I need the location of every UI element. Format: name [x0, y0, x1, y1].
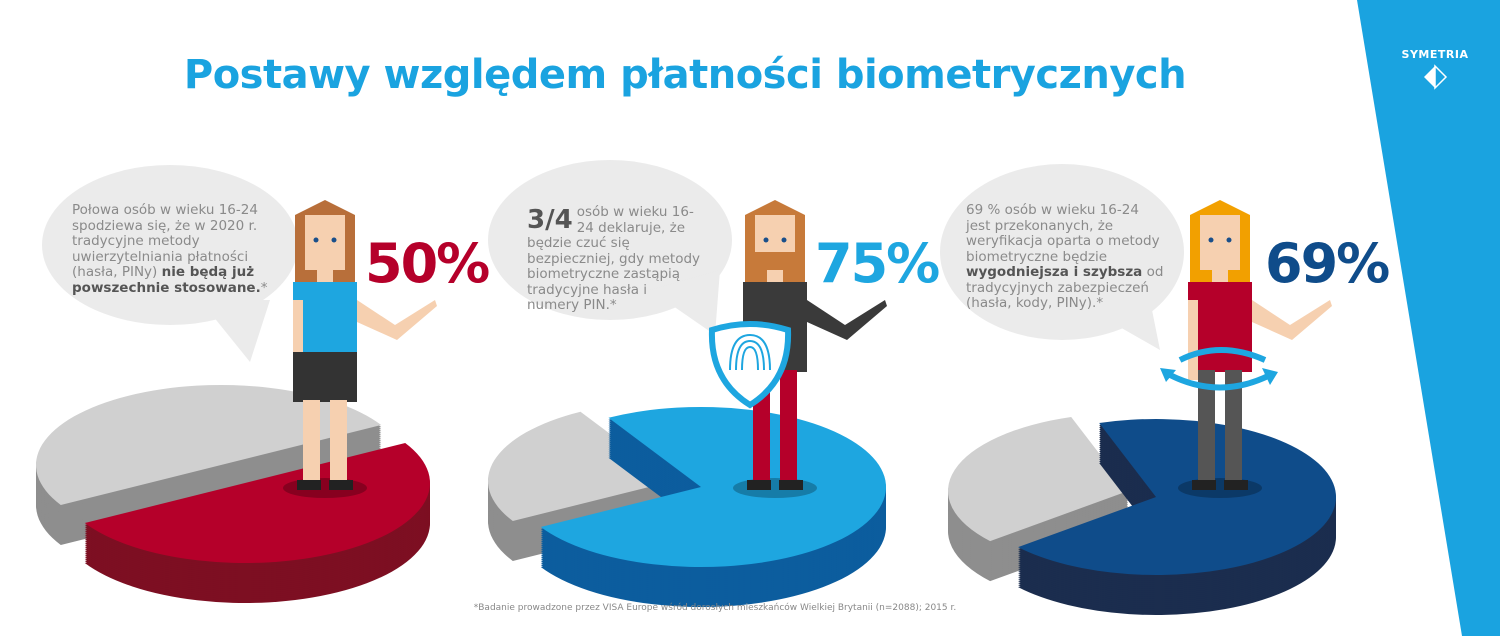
- pie-1: [36, 384, 430, 603]
- pie-slice-rest: [487, 411, 673, 561]
- speech-bubble-1-tail: [200, 300, 270, 362]
- footnote: *Badanie prowadzone przez VISA Europe wś…: [473, 603, 957, 613]
- speech-bubble-3-tail: [1090, 300, 1160, 350]
- percent-69: 69%: [1265, 232, 1390, 295]
- panel-1-text-after: *: [260, 279, 268, 296]
- panel-2-text-main: osób w wieku 16-24 deklaruje, że będzie …: [527, 204, 701, 313]
- woman-figure-2: [1178, 200, 1332, 498]
- brand-name: SYMETRIA: [1401, 48, 1469, 61]
- woman-figure-1: [283, 200, 437, 498]
- pie-slice-rest: [947, 416, 1128, 582]
- rotate-arrows-icon: [1160, 347, 1278, 391]
- half-diamond-icon: [1424, 64, 1448, 90]
- speech-bubbles: [42, 160, 1184, 362]
- panel-1-text-main: Połowa osób w wieku 16-24 spodziewa się,…: [72, 202, 258, 280]
- man-figure: [733, 200, 887, 498]
- speech-bubble-2: [488, 160, 732, 320]
- pie-2: [487, 407, 887, 608]
- speech-bubble-3: [940, 164, 1184, 340]
- pie-slice-value: [540, 407, 887, 608]
- panel-3-text-after: od tradycyjnych zabezpieczeń (hasła, kod…: [966, 264, 1164, 311]
- page-title: Postawy względem płatności biometrycznyc…: [183, 52, 1187, 98]
- pie-slice-value: [1018, 419, 1336, 615]
- percent-75: 75%: [815, 232, 940, 295]
- percent-50: 50%: [365, 232, 490, 295]
- speech-bubble-1: [42, 165, 298, 325]
- panel-3-text-bold: wygodniejsza i szybsza: [966, 264, 1143, 280]
- brand-band: [1357, 0, 1500, 636]
- panel-2-fraction: 3/4: [527, 205, 573, 235]
- speech-bubble-2-tail: [650, 270, 720, 335]
- pie-slice-value: [84, 443, 430, 603]
- panel-3-text-main: 69 % osób w wieku 16-24 jest przekonanyc…: [966, 202, 1160, 265]
- pie-3: [947, 416, 1336, 615]
- panel-3-text: 69 % osób w wieku 16-24 jest przekonanyc…: [966, 202, 1166, 312]
- panel-1-text: Połowa osób w wieku 16-24 spodziewa się,…: [72, 202, 272, 296]
- panel-1-text-bold: nie będą już powszechnie stosowane.: [72, 264, 261, 296]
- fingerprint-shield-icon: [708, 321, 792, 409]
- panel-2-text: 3/4 osób w wieku 16-24 deklaruje, że będz…: [527, 204, 702, 314]
